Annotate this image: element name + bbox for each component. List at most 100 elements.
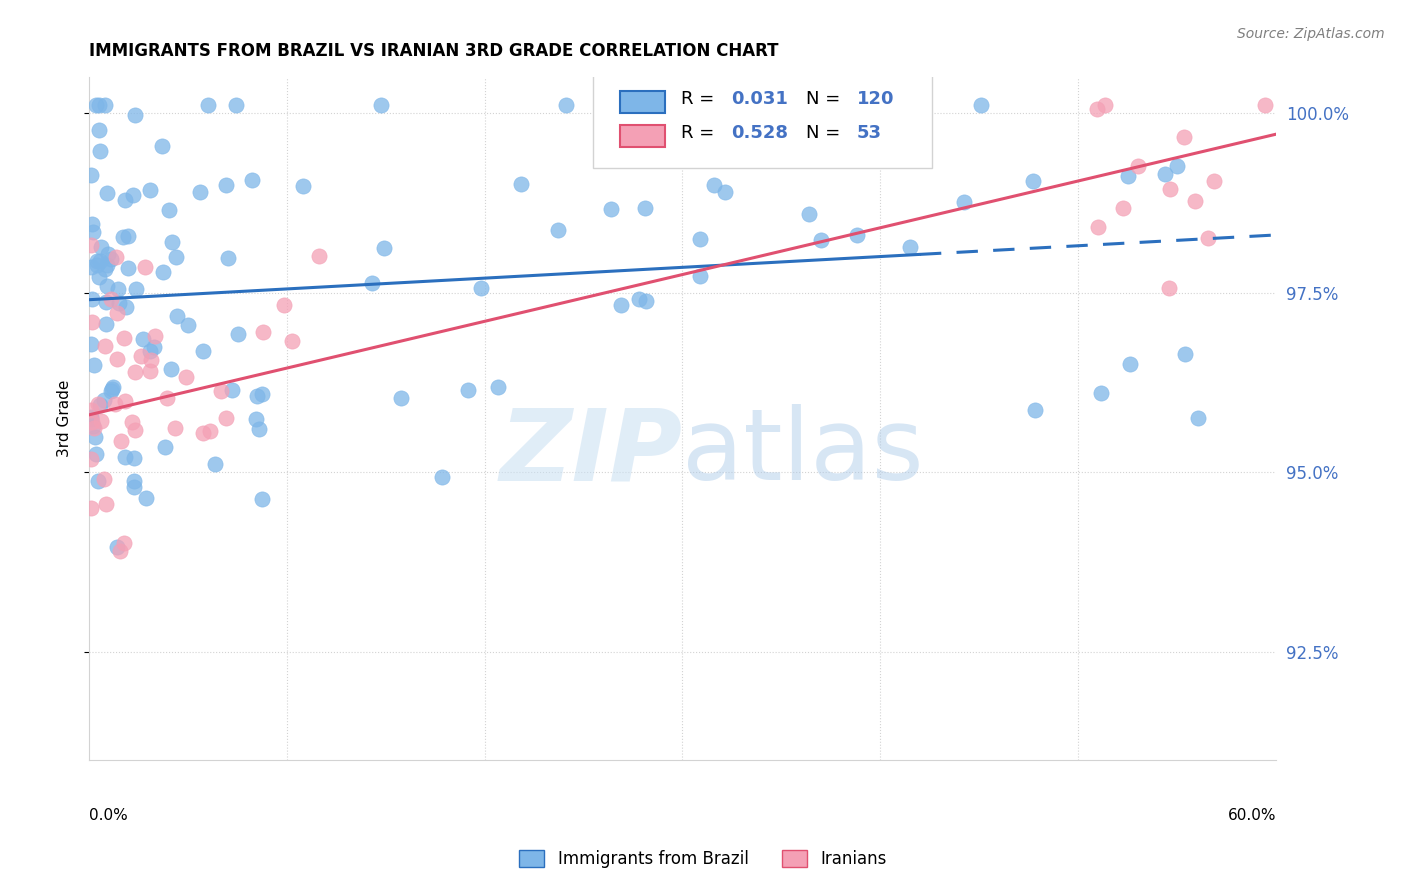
Text: 0.528: 0.528 xyxy=(731,124,789,143)
Point xyxy=(94,497,117,511)
Point xyxy=(89,144,111,158)
Point xyxy=(111,229,134,244)
Point xyxy=(250,491,273,506)
Point xyxy=(135,491,157,505)
Point xyxy=(93,471,115,485)
Point xyxy=(86,253,108,268)
Point xyxy=(1022,174,1045,188)
Point xyxy=(112,536,135,550)
Point xyxy=(689,232,711,246)
Point xyxy=(86,447,108,461)
Text: ZIP: ZIP xyxy=(499,404,682,501)
Point xyxy=(94,339,117,353)
Point xyxy=(82,418,104,433)
FancyBboxPatch shape xyxy=(620,125,665,147)
Point xyxy=(1173,130,1195,145)
Point xyxy=(1187,410,1209,425)
Point xyxy=(94,98,117,112)
Text: atlas: atlas xyxy=(682,404,924,501)
Point xyxy=(114,301,136,315)
Point xyxy=(157,203,180,218)
Point xyxy=(96,259,118,273)
Point xyxy=(214,178,236,193)
Point xyxy=(82,415,104,429)
Text: N =: N = xyxy=(806,124,846,143)
Point xyxy=(87,123,110,137)
Point xyxy=(107,282,129,296)
Point xyxy=(953,195,976,210)
Point xyxy=(245,412,267,426)
Point xyxy=(628,292,651,306)
Point xyxy=(188,186,211,200)
Point xyxy=(156,391,179,405)
Point xyxy=(810,233,832,247)
Point xyxy=(292,179,315,194)
Point xyxy=(96,278,118,293)
Point xyxy=(247,422,270,436)
Point xyxy=(80,238,103,252)
Point xyxy=(799,207,821,221)
Point xyxy=(80,168,103,182)
Y-axis label: 3rd Grade: 3rd Grade xyxy=(58,380,72,458)
Point xyxy=(1119,358,1142,372)
Point xyxy=(101,383,124,397)
Point xyxy=(89,399,111,413)
Point xyxy=(1157,281,1180,295)
Point xyxy=(1174,347,1197,361)
Point xyxy=(138,183,160,197)
Point xyxy=(1197,231,1219,245)
Point xyxy=(204,457,226,471)
Point xyxy=(159,361,181,376)
Point xyxy=(131,332,153,346)
Point xyxy=(714,186,737,200)
Point xyxy=(898,240,921,254)
Point xyxy=(80,260,103,274)
Point xyxy=(121,415,143,429)
Point xyxy=(370,98,392,112)
Text: R =: R = xyxy=(682,124,720,143)
Text: IMMIGRANTS FROM BRAZIL VS IRANIAN 3RD GRADE CORRELATION CHART: IMMIGRANTS FROM BRAZIL VS IRANIAN 3RD GR… xyxy=(89,42,779,60)
Point xyxy=(82,225,104,239)
Point xyxy=(83,358,105,372)
Text: 0.031: 0.031 xyxy=(731,90,787,108)
Point xyxy=(114,194,136,208)
Point xyxy=(87,98,110,112)
Point xyxy=(124,282,146,296)
Point xyxy=(197,98,219,112)
Point xyxy=(114,394,136,409)
Point xyxy=(165,250,187,264)
Point xyxy=(153,440,176,454)
Point xyxy=(510,177,533,191)
Point xyxy=(129,349,152,363)
Point xyxy=(139,353,162,368)
Point xyxy=(80,315,103,329)
Point xyxy=(80,337,103,351)
Point xyxy=(198,424,221,438)
Point xyxy=(80,451,103,466)
Point xyxy=(211,384,233,399)
Point xyxy=(166,309,188,323)
Point xyxy=(191,344,214,359)
Point xyxy=(703,178,725,192)
Point xyxy=(1094,98,1116,112)
Text: Source: ZipAtlas.com: Source: ZipAtlas.com xyxy=(1237,27,1385,41)
Point xyxy=(105,351,128,366)
Point xyxy=(634,294,657,309)
Point xyxy=(87,474,110,488)
Point xyxy=(124,365,146,379)
Point xyxy=(389,391,412,405)
Point xyxy=(470,281,492,295)
Point xyxy=(600,202,623,216)
Point xyxy=(1184,194,1206,209)
Point xyxy=(308,249,330,263)
Point xyxy=(93,261,115,276)
Text: 53: 53 xyxy=(858,124,882,143)
Point xyxy=(1116,169,1139,184)
Point xyxy=(100,384,122,398)
Text: 120: 120 xyxy=(858,90,894,108)
Point xyxy=(105,540,128,554)
Point xyxy=(177,318,200,332)
Point xyxy=(832,112,855,126)
Point xyxy=(610,298,633,312)
Point xyxy=(93,393,115,408)
